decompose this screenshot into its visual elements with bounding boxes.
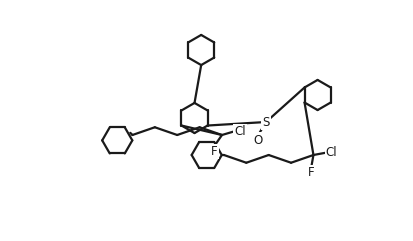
Text: S: S [262, 115, 269, 128]
Text: O: O [253, 134, 262, 147]
Text: F: F [210, 145, 217, 158]
Text: Cl: Cl [325, 146, 337, 159]
Text: F: F [307, 166, 314, 179]
Text: Cl: Cl [234, 125, 245, 138]
